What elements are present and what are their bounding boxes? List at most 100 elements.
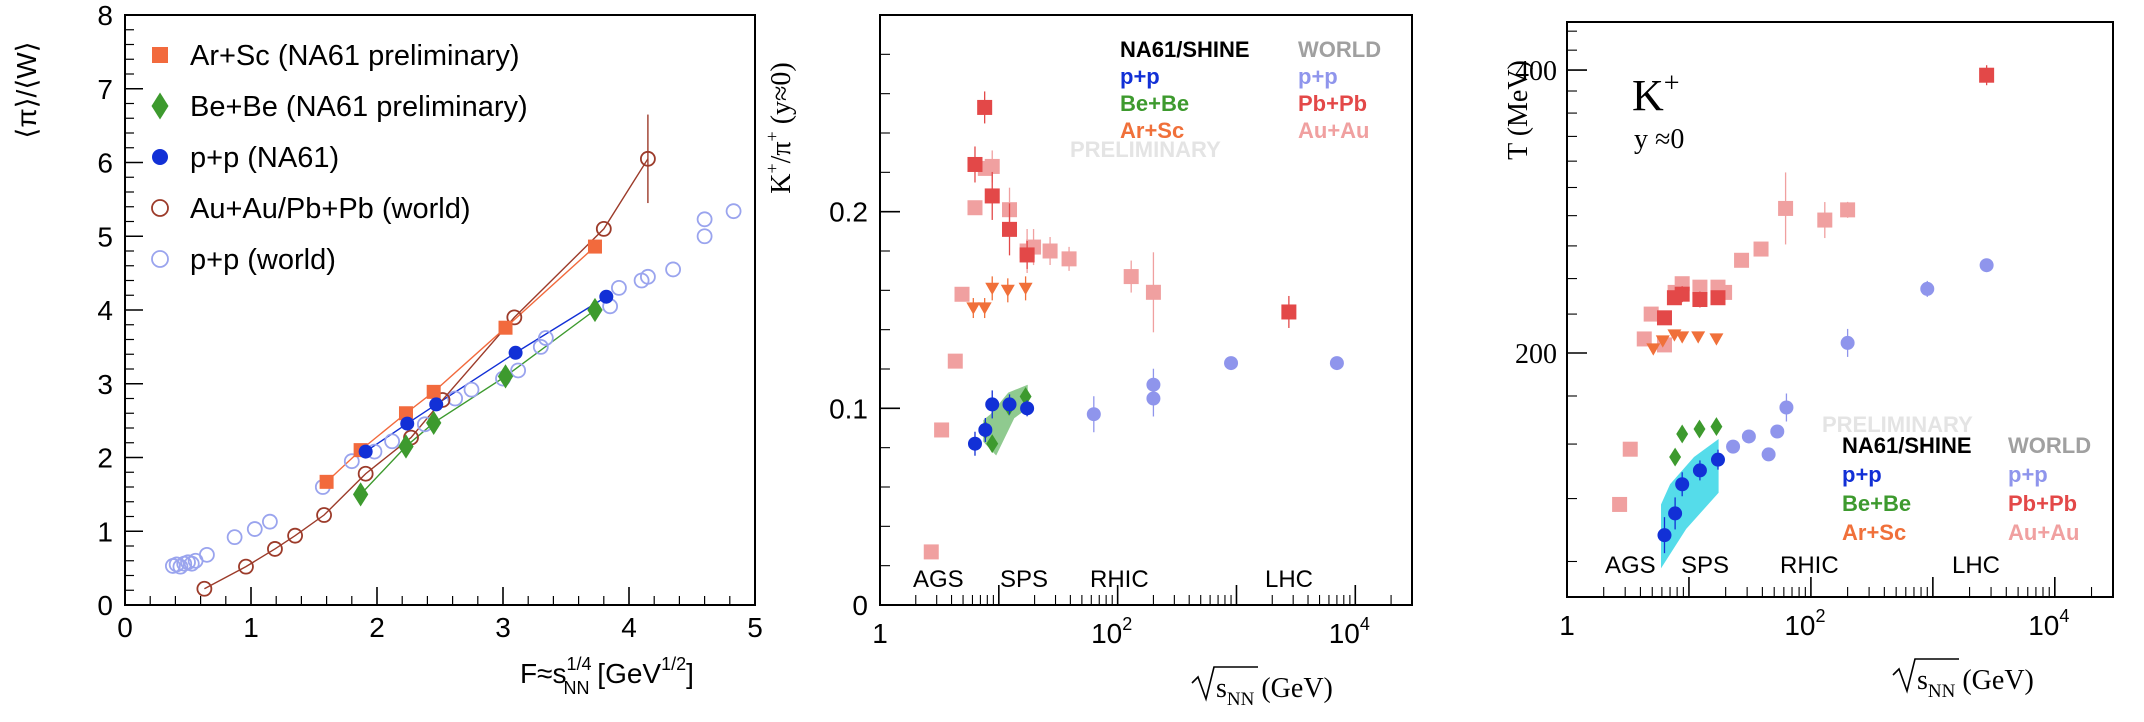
legend-title-na61: NA61/SHINE [1842,433,1972,458]
annotation-rapidity: y ≈0 [1634,124,1684,155]
data-point [1920,281,1935,296]
data-point [934,422,950,438]
plot-frame [879,14,1413,606]
data-point [1636,331,1652,347]
data-point [357,465,374,482]
watermark: PRELIMINARY [1070,137,1221,162]
data-point [978,422,993,437]
data-point [967,156,983,172]
data-point [426,410,442,435]
data-point [1042,243,1058,259]
legend-entry-world: Pb+Pb [1298,91,1367,116]
plot-frame [1566,21,2114,598]
x-label-unit: [GeV [590,658,662,689]
legend-marker [151,199,169,217]
data-point [1002,397,1017,412]
data-point [1656,310,1672,326]
data-point [967,200,983,216]
data-point [1692,292,1708,308]
data-point [447,390,464,407]
data-point [343,453,360,470]
x-label-sub: NN [1928,681,1956,702]
data-point [1000,284,1015,297]
data-point [1281,304,1297,320]
x-tick-label: 3 [495,612,511,643]
data-point [986,434,999,454]
data-point [1655,335,1670,348]
data-point [1646,343,1661,356]
data-point [1643,306,1659,322]
data-point [1675,477,1690,492]
data-point [1329,356,1344,371]
data-point [498,320,513,335]
data-point [1709,333,1724,346]
legend-title-world: WORLD [2008,433,2091,458]
data-point [984,158,1000,174]
x-label-unit: (GeV) [1955,665,2034,696]
annotation-particle: K+ [1632,68,1680,120]
y-tick-label: 0.2 [829,197,868,228]
energy-region-label: RHIC [1090,566,1149,593]
data-point [1086,407,1101,422]
data-point [426,384,441,399]
data-point [172,558,189,575]
x-tick-label: 5 [747,612,763,643]
data-point [1612,496,1628,512]
data-point [1979,258,1994,273]
sqrt-sign [1191,666,1258,702]
data-point [1224,356,1239,371]
data-point [1778,200,1794,216]
data-point [977,302,992,315]
data-point [1657,528,1672,543]
data-point [352,482,369,507]
data-point [510,362,527,379]
data-point [1692,279,1708,295]
series-line [365,296,607,453]
data-point [587,239,602,254]
y-tick-label: 0 [97,590,113,621]
data-point [463,381,480,398]
data-point [640,268,656,285]
data-point [947,353,963,369]
data-point [954,286,970,302]
x-tick-label: 104 [2028,606,2069,641]
x-tick-label: 0 [117,612,133,643]
legend-entry-world: Au+Au [2008,520,2080,545]
data-point [1817,212,1833,228]
tick-sup: 2 [1815,606,1825,626]
panel-pion-ratio: 0 1 2 3 4 5 0 1 2 3 4 5 6 7 8 ⟨π⟩/⟨W⟩ F≈s1/4 NN [GeV1/2] A… [11,0,763,698]
annotation-main: K [1632,71,1664,120]
data-point [1691,331,1706,344]
legend-entry-na61: Ar+Sc [1120,118,1184,143]
data-point [923,544,939,560]
data-point [1779,400,1794,415]
data-point [198,546,215,563]
tick-base: 10 [1091,618,1122,649]
data-point [261,513,278,530]
y-tick-label: 400 [1515,56,1557,87]
tick-base: 10 [1329,618,1360,649]
y-tick-label: 3 [97,369,113,400]
x-label-sub: NN [1227,689,1255,710]
data-point [1002,221,1018,237]
data-point [1741,429,1756,444]
legend-entry-na61: Ar+Sc [1842,520,1906,545]
tick-base: 1 [872,618,888,649]
legend-entry-world: Au+Au [1298,118,1370,143]
tick-base: 10 [1784,610,1815,641]
data-point [1734,252,1750,268]
legend-label: Ar+Sc (NA61 preliminary) [190,40,520,72]
x-label-close: ] [686,658,694,689]
data-point [1020,401,1035,416]
y-tick-label: 1 [97,516,113,547]
y-tick-label: 6 [97,148,113,179]
data-point [1622,441,1638,457]
x-label-main: F≈s [520,658,566,689]
data-point [1753,241,1769,257]
data-point [196,580,213,597]
data-point [238,558,254,575]
data-point [640,150,656,167]
tick-base: 10 [2028,610,2059,641]
